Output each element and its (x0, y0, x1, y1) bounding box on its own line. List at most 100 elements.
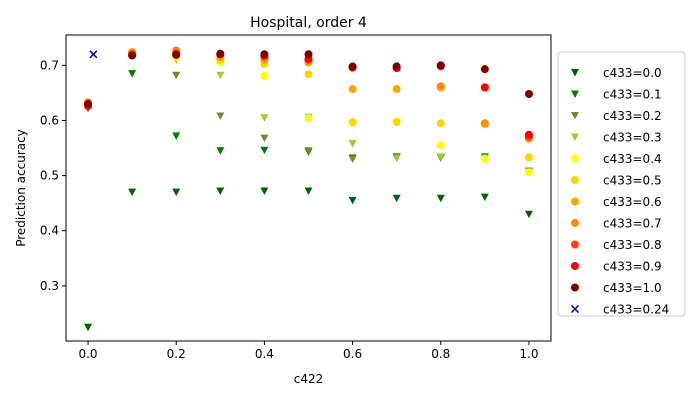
data-point (260, 146, 269, 155)
legend: c433=0.0 c433=0.1 c433=0.2 c433=0.3 c433=0.4… (557, 51, 686, 317)
data-point (172, 132, 181, 140)
legend-label: c433=0.7 (603, 217, 662, 231)
data-point (304, 114, 313, 123)
legend-entry: c433=0.24 (570, 303, 669, 317)
legend-entry: c433=0.6 (571, 195, 662, 209)
x-axis-label: c422 (294, 372, 324, 386)
data-point (84, 99, 93, 108)
data-point (216, 147, 225, 155)
legend-marker (571, 90, 579, 98)
data-point (524, 130, 533, 139)
x-tick-label: 0.6 (343, 347, 362, 361)
legend-label: c433=0.6 (603, 195, 662, 209)
legend-entry: c433=0.5 (571, 174, 662, 188)
legend-entry: c433=0.3 (571, 131, 662, 145)
legend-marker (571, 133, 579, 141)
legend-entry: c433=0.9 (571, 260, 662, 274)
legend-label: c433=0.4 (603, 152, 662, 166)
data-point (84, 323, 93, 332)
legend-marker (571, 262, 579, 270)
legend-label: c433=0.5 (603, 174, 662, 188)
legend-entry: c433=0.2 (571, 109, 662, 123)
data-point (480, 119, 489, 128)
data-point (260, 114, 269, 122)
y-tick-label: 0.7 (40, 58, 59, 72)
chart-title: Hospital, order 4 (250, 15, 367, 31)
legend-entry: c433=0.7 (571, 217, 662, 231)
data-point (260, 71, 269, 80)
legend-marker (571, 283, 579, 292)
data-point (172, 188, 181, 197)
data-point (436, 61, 445, 70)
data-point (128, 70, 137, 78)
data-point (348, 85, 357, 94)
series-c433-0-8 (84, 49, 533, 141)
legend-marker (571, 176, 579, 184)
data-point (304, 187, 313, 196)
series-c433-0-4 (84, 50, 533, 177)
series-c433-0-1 (84, 70, 533, 176)
legend-marker (571, 197, 579, 206)
data-point (172, 50, 181, 59)
data-point (480, 83, 489, 92)
data-point (172, 71, 181, 80)
data-point (216, 71, 225, 80)
data-point (216, 112, 225, 121)
data-point (304, 70, 313, 79)
data-point (436, 141, 445, 150)
legend-label: c433=0.9 (603, 260, 662, 274)
legend-marker (571, 219, 579, 227)
x-tick-label: 0.2 (167, 347, 186, 361)
legend-label: c433=0.8 (603, 238, 662, 252)
legend-label: c433=0.2 (603, 109, 662, 123)
data-point (480, 193, 489, 202)
data-point (436, 82, 445, 91)
data-point (480, 65, 489, 74)
y-tick-label: 0.3 (40, 279, 59, 293)
y-tick-label: 0.4 (40, 224, 59, 238)
data-point (128, 188, 137, 197)
data-point (348, 118, 357, 127)
data-point (392, 118, 401, 127)
data-point (392, 62, 401, 71)
data-point (480, 155, 489, 164)
legend-entry: c433=0.0 (571, 66, 662, 80)
legend-label: c433=0.3 (603, 131, 662, 145)
data-point (216, 49, 225, 58)
data-point (260, 187, 269, 196)
data-point (392, 85, 401, 94)
y-tick-label: 0.5 (40, 169, 59, 183)
x-tick-label: 0.0 (78, 347, 97, 361)
legend-entry: c433=1.0 (571, 281, 662, 295)
legend-frame (557, 51, 686, 317)
series-c433-0-0 (84, 187, 533, 332)
y-axis-label: Prediction accuracy (14, 129, 28, 247)
data-point (89, 50, 98, 59)
plot-frame (65, 34, 552, 342)
data-point (260, 50, 269, 59)
data-point (260, 134, 269, 143)
x-tick-label: 0.4 (255, 347, 274, 361)
x-tick-label: 0.8 (431, 347, 450, 361)
data-point (304, 50, 313, 59)
data-point (524, 210, 533, 219)
legend-label: c433=1.0 (603, 281, 662, 295)
legend-entry: c433=0.8 (571, 238, 662, 252)
y-tick-label: 0.6 (40, 113, 59, 127)
data-point (128, 51, 137, 60)
legend-marker (571, 154, 579, 163)
data-point (436, 194, 445, 203)
data-point (524, 168, 533, 177)
data-point (524, 153, 533, 162)
data-point (348, 155, 357, 164)
legend-entry: c433=0.4 (571, 152, 662, 166)
legend-marker (570, 304, 580, 314)
legend-marker (571, 69, 579, 77)
x-tick-label: 1.0 (519, 347, 538, 361)
legend-label: c433=0.24 (603, 303, 669, 317)
series-c433-1-0 (84, 49, 533, 108)
data-point (392, 154, 401, 162)
series-extra-point (89, 50, 98, 59)
